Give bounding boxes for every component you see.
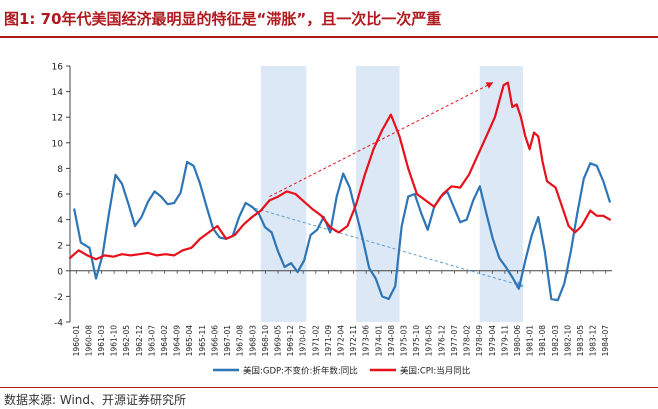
chart-legend: 美国:GDP:不变价:折年数:同比 美国:CPI:当月同比 [213, 366, 470, 377]
x-tick-label: 1978-09 [475, 325, 484, 357]
chart-series [68, 81, 611, 302]
x-tick-label: 1979-11 [500, 325, 509, 357]
y-tick-label: 2 [57, 242, 63, 252]
y-tick-label: 6 [57, 191, 63, 201]
page-title: 图1: 70年代美国经济最明显的特征是“滞胀”，且一次比一次严重 [4, 10, 442, 28]
x-tick-label: 1974-08 [387, 325, 396, 357]
x-tick-label: 1962-12 [135, 325, 144, 357]
x-tick-label: 1965-04 [185, 325, 194, 357]
y-tick-label: 8 [57, 165, 63, 175]
x-tick-label: 1966-06 [210, 325, 219, 357]
x-tick-label: 1971-09 [324, 325, 333, 357]
y-tick-label: 10 [52, 139, 64, 149]
x-tick-label: 1984-07 [601, 325, 610, 357]
x-tick-label: 1968-03 [248, 325, 257, 357]
legend-label-gdp: 美国:GDP:不变价:折年数:同比 [243, 366, 358, 377]
recession-band-2 [356, 66, 400, 322]
title-bar: 图1: 70年代美国经济最明显的特征是“滞胀”，且一次比一次严重 [0, 0, 658, 38]
x-tick-label: 1960-08 [84, 325, 93, 357]
x-tick-label: 1960-01 [72, 325, 81, 357]
x-tick-label: 1968-10 [261, 325, 270, 357]
y-tick-label: 4 [57, 216, 63, 226]
legend-label-cpi: 美国:CPI:当月同比 [400, 366, 470, 377]
title-rule [0, 36, 658, 38]
trend-lines [249, 82, 524, 288]
x-tick-label: 1964-02 [160, 325, 169, 357]
x-tick-label: 1979-04 [488, 325, 497, 357]
x-tick-label: 1965-11 [198, 325, 207, 357]
x-tick-label: 1967-01 [223, 325, 232, 357]
x-tick-label: 1964-09 [173, 325, 182, 357]
recession-bands [260, 66, 524, 322]
x-tick-label: 1972-04 [337, 325, 346, 357]
x-tick-label: 1978-02 [463, 325, 472, 357]
chart-axes: -4 -2 0 2 4 6 8 10 12 14 16 1960-01 1960-08 1961-03 19… [52, 63, 612, 357]
y-tick-label: 12 [52, 114, 63, 124]
footer-rule [0, 387, 658, 388]
y-tick-label: 0 [57, 267, 63, 277]
x-tick-label: 1961-10 [110, 325, 119, 357]
x-tick-label: 1982-03 [551, 325, 560, 357]
y-tick-label: -2 [54, 293, 63, 303]
x-tick-label: 1963-07 [147, 325, 156, 357]
x-tick-label: 1980-06 [513, 325, 522, 357]
x-tick-label: 1962-05 [122, 325, 131, 357]
x-tick-label: 1969-12 [286, 325, 295, 357]
x-tick-label: 1961-03 [97, 325, 106, 357]
chart: -4 -2 0 2 4 6 8 10 12 14 16 1960-01 1960-08 1961-03 19… [52, 63, 612, 377]
x-tick-label: 1981-08 [538, 325, 547, 357]
x-tick-label: 1971-02 [311, 325, 320, 357]
x-tick-label: 1969-05 [273, 325, 282, 357]
y-tick-label: 14 [52, 88, 64, 98]
gdp-series-line [73, 160, 611, 302]
source-note: 数据来源: Wind、开源证券研究所 [4, 393, 187, 407]
x-tick-label: 1975-03 [400, 325, 409, 357]
x-tick-label: 1972-11 [349, 325, 358, 357]
x-tick-label: 1970-07 [299, 325, 308, 357]
x-tick-label: 1967-08 [236, 325, 245, 357]
x-tick-label: 1981-01 [526, 325, 535, 357]
gdp-trend-line [249, 206, 524, 288]
recession-band-3 [479, 66, 524, 322]
x-tick-label: 1976-12 [437, 325, 446, 357]
cpi-series-line [68, 81, 611, 261]
x-tick-label: 1975-10 [412, 325, 421, 357]
x-tick-label: 1976-05 [425, 325, 434, 357]
y-tick-label: 16 [52, 63, 64, 73]
y-tick-label: -4 [54, 319, 63, 329]
x-tick-label: 1983-12 [589, 325, 598, 357]
x-tick-label: 1974-01 [374, 325, 383, 357]
x-tick-label: 1983-05 [576, 325, 585, 357]
x-tick-label: 1973-06 [362, 325, 371, 357]
x-tick-label: 1977-07 [450, 325, 459, 357]
x-tick-label: 1982-10 [563, 325, 572, 357]
